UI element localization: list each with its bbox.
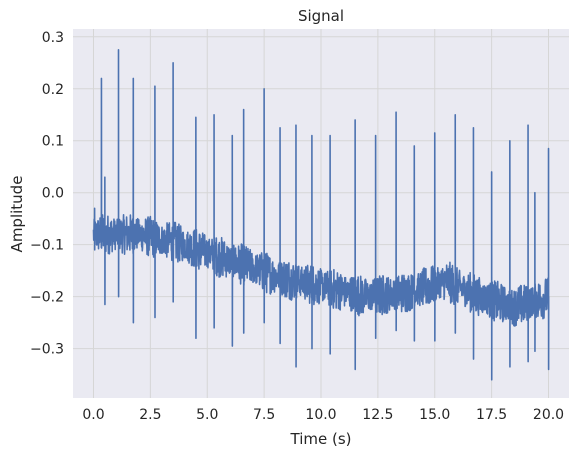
y-tick-label: 0.1 xyxy=(42,134,64,150)
x-tick-label: 7.5 xyxy=(253,407,275,423)
x-tick-label: 2.5 xyxy=(139,407,161,423)
x-tick-label: 5.0 xyxy=(196,407,218,423)
y-tick-label: 0.2 xyxy=(42,82,64,98)
y-tick-label: −0.3 xyxy=(30,342,64,358)
y-tick-label: −0.1 xyxy=(30,238,64,254)
y-tick-label: 0.0 xyxy=(42,186,64,202)
signal-series-line xyxy=(92,48,550,381)
x-axis-ticks: 0.0 2.5 5.0 7.5 10.0 12.5 15.0 17.5 20.0 xyxy=(82,407,564,423)
chart-title: Signal xyxy=(298,7,344,25)
x-tick-label: 0.0 xyxy=(82,407,104,423)
x-tick-label: 17.5 xyxy=(476,407,507,423)
x-tick-label: 20.0 xyxy=(533,407,564,423)
x-tick-label: 10.0 xyxy=(305,407,336,423)
y-axis-label: Amplitude xyxy=(8,176,26,253)
x-tick-label: 15.0 xyxy=(419,407,450,423)
x-axis-label: Time (s) xyxy=(290,430,352,448)
y-axis-ticks: −0.3 −0.2 −0.1 0.0 0.1 0.2 0.3 xyxy=(30,30,64,358)
y-tick-label: 0.3 xyxy=(42,30,64,46)
x-tick-label: 12.5 xyxy=(362,407,393,423)
plot-area xyxy=(92,48,550,381)
y-tick-label: −0.2 xyxy=(30,290,64,306)
